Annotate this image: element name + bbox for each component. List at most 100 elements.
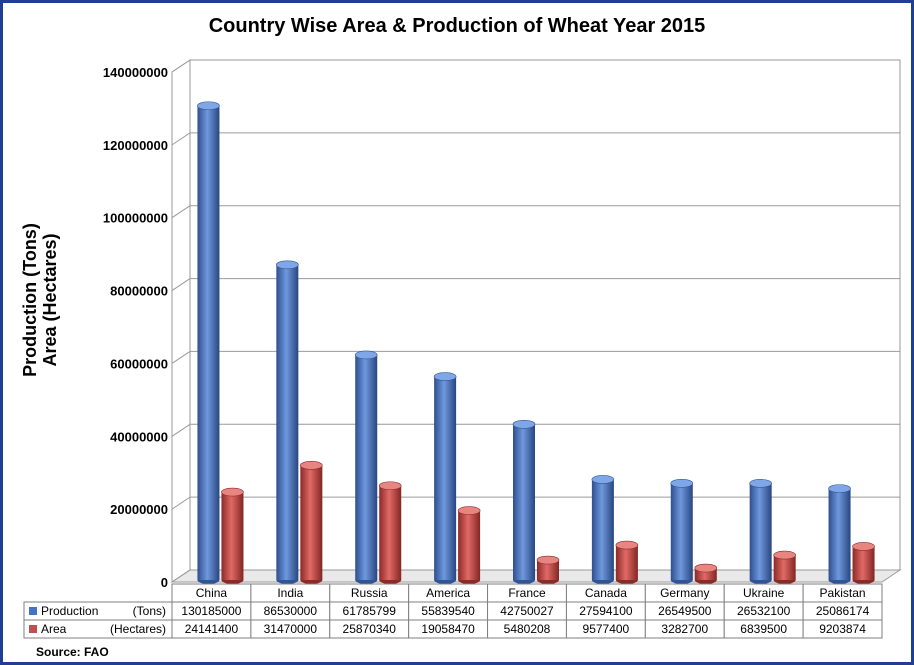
data-label: 26549500: [658, 604, 712, 618]
y-tick-label: 0: [161, 575, 168, 590]
bar-top: [828, 484, 851, 493]
bar-body: [276, 264, 299, 580]
data-label: 61785799: [343, 604, 397, 618]
data-label: 27594100: [579, 604, 633, 618]
table-cell: [802, 619, 883, 639]
data-label: 5480208: [504, 622, 551, 636]
y-axis-label-production: Production (Tons): [20, 223, 40, 377]
bar-top: [591, 475, 615, 484]
data-label: 86530000: [264, 604, 318, 618]
data-label: 130185000: [181, 604, 241, 618]
data-label: 9203874: [819, 622, 866, 636]
bar-area-pakistan: [852, 542, 875, 584]
legend-unit-production: (Tons): [133, 604, 166, 618]
bar-body: [591, 479, 614, 580]
chart-title: Country Wise Area & Production of Wheat …: [209, 15, 706, 37]
y-axis-label-area: Area (Hectares): [40, 233, 60, 366]
bar-top: [694, 563, 718, 573]
gridline-depth: [171, 351, 191, 364]
y-tick-label: 60000000: [110, 356, 168, 371]
bar-production-france: [512, 419, 536, 584]
bar-area-america: [457, 506, 481, 584]
y-tick-label: 80000000: [110, 284, 168, 299]
bar-production-canada: [591, 475, 615, 584]
y-tick-label: 100000000: [103, 211, 168, 226]
legend-swatch-production: [29, 607, 37, 615]
bar-body: [379, 485, 402, 580]
data-label: 25086174: [816, 604, 870, 618]
bar-body: [458, 510, 481, 580]
bar-body: [749, 483, 772, 580]
data-label: 19058470: [421, 622, 475, 636]
gridline-depth: [171, 278, 191, 291]
bar-top: [378, 481, 402, 491]
category-label-canada: Canada: [585, 586, 627, 600]
bar-area-india: [300, 461, 323, 584]
bar-area-germany: [694, 563, 718, 584]
bar-top: [749, 479, 772, 488]
category-label-germany: Germany: [660, 586, 709, 600]
bar-top: [773, 550, 796, 560]
bar-top: [512, 419, 536, 429]
data-label: 6839500: [740, 622, 787, 636]
bar-body: [670, 483, 693, 580]
bar-production-ukraine: [749, 479, 772, 584]
bar-production-russia: [354, 350, 378, 584]
bar-production-india: [276, 260, 299, 584]
legend-unit-area: (Hectares): [110, 622, 166, 636]
y-axis-ticks: 0 20000000 40000000 60000000 80000000 1000000…: [103, 65, 168, 590]
bar-body: [615, 545, 638, 580]
source-note: Source: FAO: [36, 645, 109, 659]
bar-body: [537, 560, 559, 580]
data-label: 3282700: [661, 622, 708, 636]
bar-body: [197, 105, 220, 581]
bar-top: [354, 350, 378, 360]
y-tick-label: 40000000: [110, 429, 168, 444]
bar-production-china: [197, 101, 220, 584]
legend-label-production: Production: [41, 604, 98, 618]
y-tick-label: 120000000: [103, 138, 168, 153]
bar-production-america: [433, 372, 457, 584]
data-label: 31470000: [264, 622, 318, 636]
bar-body: [852, 546, 875, 580]
bar-production-germany: [670, 478, 694, 584]
legend-swatch-area: [29, 625, 37, 633]
data-label: 42750027: [500, 604, 554, 618]
bar-area-russia: [378, 481, 402, 584]
bar-top: [433, 372, 457, 381]
gridline-depth: [171, 205, 191, 219]
bar-body: [513, 424, 535, 580]
bar-production-pakistan: [828, 484, 851, 584]
bar-body: [773, 555, 796, 580]
data-table: China India Russia America France Canada Germa…: [23, 583, 883, 639]
gridline-depth: [171, 569, 191, 583]
category-label-ukraine: Ukraine: [743, 586, 785, 600]
gridline-depth: [171, 496, 191, 510]
bar-top: [852, 542, 875, 551]
category-label-india: India: [277, 586, 303, 600]
gridline-depth: [171, 59, 191, 73]
bar-top: [457, 506, 481, 515]
bar-top: [221, 487, 244, 497]
gridline-depth: [171, 423, 191, 437]
category-label-france: France: [508, 586, 546, 600]
y-tick-label: 20000000: [110, 502, 168, 517]
bar-top: [300, 461, 323, 470]
category-label-pakistan: Pakistan: [820, 586, 866, 600]
bar-body: [694, 568, 717, 580]
bar-top: [197, 101, 220, 111]
bar-area-canada: [615, 540, 639, 584]
data-label: 26532100: [737, 604, 791, 618]
legend-label-area: Area: [41, 622, 67, 636]
bar-body: [221, 492, 244, 580]
bar-body: [300, 465, 323, 580]
data-label: 9577400: [583, 622, 630, 636]
bar-series: [197, 101, 875, 584]
bar-body: [355, 354, 378, 580]
gridline-depth: [171, 132, 191, 146]
bar-top: [615, 540, 639, 550]
data-label: 24141400: [185, 622, 239, 636]
bar-body: [828, 488, 851, 580]
y-tick-label: 140000000: [103, 65, 168, 80]
